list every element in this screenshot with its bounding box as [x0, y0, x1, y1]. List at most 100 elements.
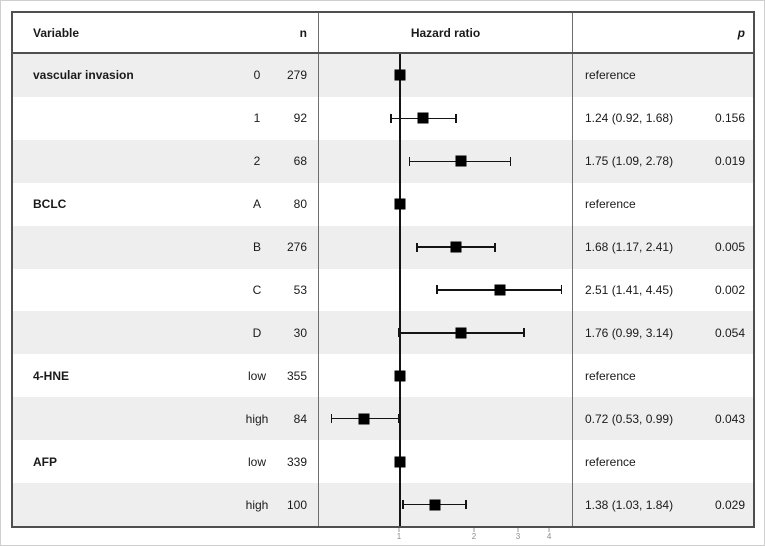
level-label: B: [252, 240, 261, 255]
forest-plot-cell: [318, 311, 573, 355]
table-row: AFP low 339 reference: [13, 440, 753, 484]
forest-plot-cell: [318, 268, 573, 312]
row-labels: BCLC A 80: [13, 183, 318, 226]
forest-plot-cell: [318, 483, 573, 526]
p-value: 0.054: [714, 325, 745, 340]
header-p: p: [737, 25, 745, 40]
p-value: 0.002: [714, 282, 745, 297]
axis-tick-label: 2: [471, 532, 477, 541]
level-label: 0: [253, 68, 261, 83]
forest-plot-cell: [318, 182, 573, 226]
row-labels: high 84: [13, 397, 318, 440]
estimate-label: reference: [585, 68, 636, 83]
p-value: 0.005: [714, 240, 745, 255]
n-value: 92: [293, 111, 307, 126]
n-value: 276: [286, 240, 307, 255]
ci-cap: [398, 414, 400, 424]
estimate-label: 1.68 (1.17, 2.41): [585, 240, 674, 255]
table-row: 2 68 1.75 (1.09, 2.78) 0.019: [13, 139, 753, 183]
estimate-label: reference: [585, 368, 636, 383]
ci-cap: [330, 414, 332, 424]
forest-plot-cell: [318, 397, 573, 441]
hr-marker: [455, 327, 467, 339]
row-results: reference: [573, 183, 753, 226]
row-labels: high 100: [13, 483, 318, 526]
forest-plot-cell: [318, 96, 573, 140]
ci-cap: [436, 285, 438, 295]
row-results: 1.38 (1.03, 1.84) 0.029: [573, 483, 753, 526]
row-labels: 4-HNE low 355: [13, 354, 318, 397]
table-row: high 100 1.38 (1.03, 1.84) 0.029: [13, 483, 753, 526]
row-results: reference: [573, 440, 753, 483]
p-value: 0.043: [714, 411, 745, 426]
row-labels: 1 92: [13, 97, 318, 140]
table-row: 4-HNE low 355 reference: [13, 354, 753, 398]
ci-cap: [494, 242, 496, 252]
n-value: 30: [293, 325, 307, 340]
ci-cap: [523, 328, 525, 338]
header-left-group: Variable n: [13, 13, 318, 52]
row-results: 1.68 (1.17, 2.41) 0.005: [573, 226, 753, 269]
n-value: 339: [286, 454, 307, 469]
header-right-group: p: [573, 13, 753, 52]
ci-cap: [390, 113, 392, 123]
ci-cap: [509, 156, 512, 166]
hr-marker: [394, 69, 406, 81]
forest-plot-table: Variable n Hazard ratio p vascular invas…: [11, 11, 755, 528]
table-row: D 30 1.76 (0.99, 3.14) 0.054: [13, 311, 753, 355]
n-value: 279: [286, 68, 307, 83]
row-results: 2.51 (1.41, 4.45) 0.002: [573, 269, 753, 312]
row-results: reference: [573, 54, 753, 97]
n-value: 80: [293, 197, 307, 212]
hr-marker: [450, 241, 462, 253]
estimate-label: 2.51 (1.41, 4.45): [585, 282, 674, 297]
table-row: C 53 2.51 (1.41, 4.45) 0.002: [13, 268, 753, 312]
estimate-label: 1.75 (1.09, 2.78): [585, 154, 674, 169]
level-label: 2: [253, 154, 261, 169]
ci-cap: [408, 156, 411, 166]
row-labels: 2 68: [13, 140, 318, 183]
table-body: vascular invasion 0 279 reference 1 92 1.24 (0…: [13, 54, 753, 526]
row-labels: AFP low 339: [13, 440, 318, 483]
ci-cap: [465, 500, 467, 510]
hr-marker: [394, 370, 406, 382]
ci-cap: [416, 242, 418, 252]
estimate-label: reference: [585, 454, 636, 469]
ci-cap: [455, 113, 457, 123]
row-results: 0.72 (0.53, 0.99) 0.043: [573, 397, 753, 440]
estimate-label: 1.76 (0.99, 3.14): [585, 325, 674, 340]
hr-marker: [394, 198, 406, 210]
level-label: low: [247, 454, 266, 469]
axis-tick: [517, 528, 519, 532]
x-axis: 1 2 3 4: [318, 528, 573, 545]
axis-tick: [398, 528, 400, 532]
ci-cap: [560, 285, 563, 295]
hr-marker: [494, 284, 506, 296]
estimate-label: 1.38 (1.03, 1.84): [585, 497, 674, 512]
ci-cap: [398, 328, 400, 338]
row-results: reference: [573, 354, 753, 397]
header-variable: Variable: [33, 25, 80, 40]
estimate-label: 1.24 (0.92, 1.68): [585, 111, 674, 126]
header-n: n: [299, 25, 307, 40]
axis-tick: [548, 528, 550, 532]
table-row: vascular invasion 0 279 reference: [13, 54, 753, 97]
variable-label: BCLC: [33, 197, 67, 212]
reference-line: [399, 54, 401, 526]
p-value: 0.029: [714, 497, 745, 512]
ci-cap: [402, 500, 404, 510]
n-value: 355: [286, 368, 307, 383]
axis-tick-label: 1: [396, 532, 402, 541]
hr-marker: [417, 112, 429, 124]
variable-label: vascular invasion: [33, 68, 134, 83]
level-label: high: [245, 497, 269, 512]
p-value: 0.019: [714, 154, 745, 169]
n-value: 84: [293, 411, 307, 426]
hr-marker: [429, 499, 441, 511]
row-results: 1.76 (0.99, 3.14) 0.054: [573, 311, 753, 354]
axis-tick: [473, 528, 475, 532]
forest-plot-cell: [318, 440, 573, 484]
variable-label: AFP: [33, 454, 57, 469]
forest-plot-cell: [318, 54, 573, 97]
